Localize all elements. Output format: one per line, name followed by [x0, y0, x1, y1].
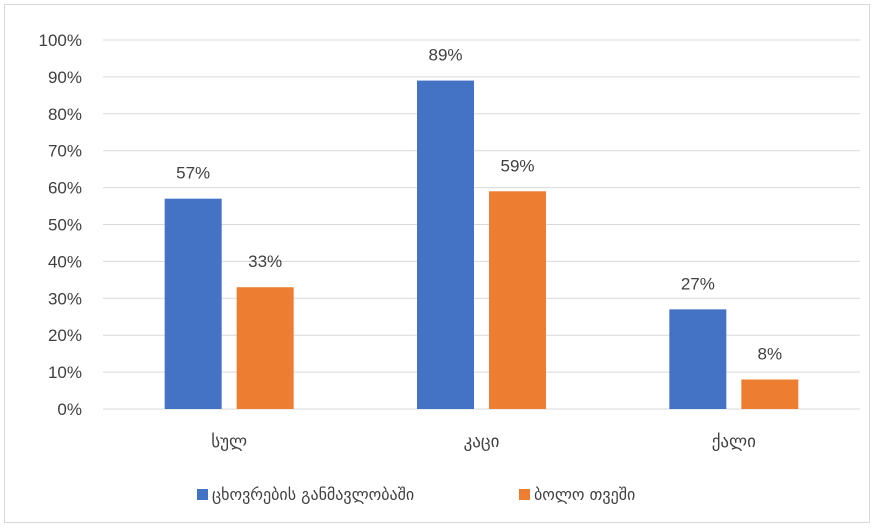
data-label: 27%: [681, 274, 715, 293]
y-tick-label: 100%: [39, 31, 82, 50]
y-tick-label: 90%: [48, 68, 82, 87]
y-axis: 0% 10% 20% 30% 40% 50% 60% 70% 80% 90% 100%: [39, 31, 82, 419]
bar: [669, 309, 727, 409]
legend-swatch: [519, 489, 530, 500]
legend-swatch: [197, 489, 208, 500]
data-label: 33%: [248, 252, 282, 271]
legend-label: ცხოვრების განმავლობაში: [212, 485, 414, 504]
gridlines: [103, 39, 860, 410]
legend-label: ბოლო თვეში: [534, 485, 635, 504]
y-tick-label: 30%: [48, 289, 82, 308]
bar: [489, 191, 546, 409]
x-tick-label: ქალი: [712, 432, 756, 452]
bar: [741, 379, 799, 409]
legend: ცხოვრების განმავლობაში ბოლო თვეში: [197, 485, 635, 504]
x-axis: სულ კაცი ქალი: [211, 432, 756, 452]
y-tick-label: 20%: [48, 326, 82, 345]
bars: [164, 80, 799, 409]
y-tick-label: 40%: [48, 252, 82, 271]
y-tick-label: 0%: [57, 400, 82, 419]
x-tick-label: კაცი: [464, 432, 500, 452]
data-label: 89%: [428, 46, 462, 65]
bar: [417, 80, 474, 409]
y-tick-label: 80%: [48, 105, 82, 124]
bar: [236, 287, 294, 409]
data-label: 57%: [176, 164, 210, 183]
y-tick-label: 60%: [48, 179, 82, 198]
data-label: 59%: [500, 156, 534, 175]
x-tick-label: სულ: [211, 432, 247, 452]
y-tick-label: 70%: [48, 142, 82, 161]
y-tick-label: 10%: [48, 363, 82, 382]
bar: [164, 198, 222, 409]
data-label: 8%: [758, 344, 783, 363]
y-tick-label: 50%: [48, 216, 82, 235]
data-labels: 57% 33% 89% 59% 27% 8%: [176, 46, 782, 364]
